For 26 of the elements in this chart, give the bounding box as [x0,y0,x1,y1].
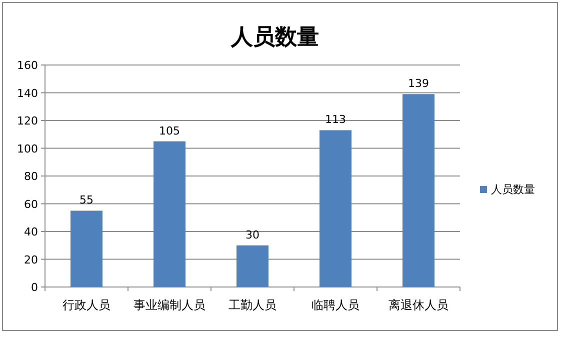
legend-label: 人员数量 [491,183,535,196]
y-tick-label: 100 [17,142,38,156]
x-tick-label: 工勤人员 [228,298,276,312]
data-label: 139 [408,77,429,90]
x-tick-label: 行政人员 [62,298,110,312]
bar [320,130,352,287]
y-tick-label: 60 [24,198,38,211]
bar [236,245,268,287]
bar [402,94,434,287]
y-tick-label: 20 [24,253,38,266]
y-tick-label: 160 [17,59,38,72]
y-tick-label: 140 [17,86,38,100]
bar [154,141,186,287]
chart-title: 人员数量 [230,25,319,50]
y-tick-label: 80 [24,170,38,183]
data-label: 113 [325,113,346,126]
y-tick-label: 120 [17,114,38,128]
y-tick-label: 40 [24,226,38,238]
data-label: 55 [80,194,94,207]
x-tick-label: 离退休人员 [388,298,448,312]
bar [70,210,102,287]
data-label: 105 [159,124,180,138]
data-label: 30 [246,228,260,242]
x-tick-label: 事业编制人员 [134,298,206,312]
x-tick-label: 临聘人员 [312,298,360,312]
y-tick-label: 0 [31,281,38,294]
